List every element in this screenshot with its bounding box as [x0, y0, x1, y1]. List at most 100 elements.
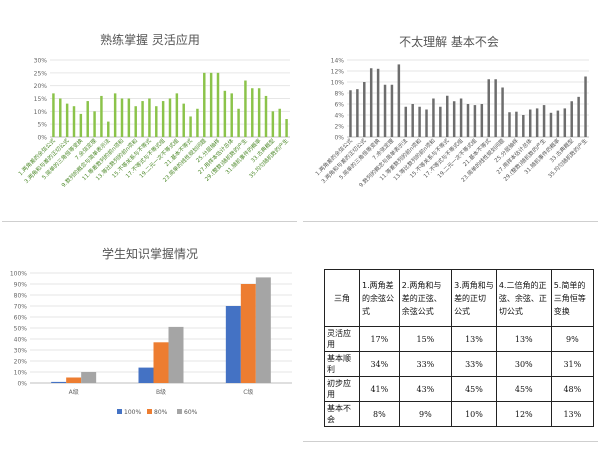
y-tick-label: 0% — [37, 135, 47, 142]
bar — [264, 95, 268, 137]
bar — [508, 112, 511, 137]
bar — [52, 93, 55, 137]
table-cell: 10% — [451, 401, 497, 427]
table-cell: 48% — [550, 376, 595, 402]
table-header-row: 三角 1.两角差的余弦公式 2.两角和与差的正弦、余弦公式 3.两角和与差的正切… — [324, 269, 595, 327]
bar — [563, 108, 567, 137]
legend-label: 100% — [124, 409, 141, 416]
bar — [86, 101, 89, 137]
bar — [397, 64, 401, 137]
table-row: 基本不会 8% 9% 10% 12% 13% — [324, 401, 595, 427]
bar — [556, 110, 560, 137]
divider-left-top — [2, 221, 297, 222]
table-cell: 17% — [359, 326, 400, 352]
bar — [363, 82, 366, 137]
bar — [577, 96, 580, 137]
bar — [223, 90, 227, 137]
bar — [515, 111, 518, 137]
table-cell: 8% — [359, 401, 400, 427]
bar — [225, 306, 241, 383]
table-cell: 41% — [359, 376, 400, 402]
bar — [404, 106, 408, 137]
y-tick-label: 6% — [334, 102, 344, 109]
y-tick-label: 80% — [14, 293, 28, 300]
chart-knowledge: 学生知识掌握情况 0% 10% 20% 30% 40% 50% 60% 70% 80% 90% 100… — [10, 246, 292, 416]
bar — [369, 68, 373, 137]
table-cell: 9% — [398, 401, 453, 427]
x-tick-label: C级 — [243, 388, 253, 396]
y-tick-label: 5% — [37, 122, 47, 129]
bar — [542, 105, 546, 137]
table-row: 初步应用 41% 43% 45% 45% 48% — [324, 376, 595, 402]
y-tick-label: 15% — [34, 96, 48, 103]
chart-title: 不太理解 基本不会 — [399, 34, 499, 49]
y-tick-label: 30% — [14, 348, 28, 355]
bar — [549, 112, 553, 137]
bar — [134, 106, 137, 137]
bar — [240, 284, 256, 383]
bar — [51, 381, 67, 383]
bar — [127, 98, 131, 137]
y-tick-label: 30% — [34, 58, 48, 65]
bar — [390, 84, 394, 137]
bar — [66, 377, 82, 383]
bar — [100, 95, 103, 137]
bar — [356, 89, 359, 137]
bar — [522, 115, 525, 137]
y-tick-label: 25% — [34, 70, 48, 77]
table-row: 灵活应用 17% 15% 13% 13% 9% — [324, 326, 595, 352]
chart-panel-mastery: 熟练掌握 灵活应用 0% 5% 10% 15% 20% 25% 30% 1.两角差的余弦公式 3.… — [2, 2, 297, 217]
bar — [425, 109, 428, 137]
y-tick-label: 20% — [34, 83, 48, 90]
y-tick-label: 10% — [14, 370, 28, 377]
legend-label: 80% — [154, 409, 168, 416]
bar — [257, 88, 261, 137]
row-label: 基本顺利 — [324, 351, 360, 377]
y-tick-label: 8% — [334, 91, 344, 98]
table-cell: 31% — [550, 351, 595, 377]
table-cell: 34% — [359, 351, 400, 377]
table-cell: 33% — [398, 351, 453, 377]
y-tick-label: 12% — [331, 69, 345, 76]
chart-mastery: 熟练掌握 灵活应用0%5%10%15%20%25%30%1.两角差的余弦公式3.… — [16, 32, 290, 189]
bar — [120, 98, 124, 137]
x-tick-label: A级 — [69, 388, 79, 396]
bar — [168, 326, 184, 383]
bar — [244, 80, 247, 137]
y-tick-label: 10% — [331, 80, 345, 87]
y-tick-label: 4% — [334, 113, 344, 120]
bar — [459, 98, 463, 137]
bar — [418, 106, 421, 137]
bar — [153, 342, 169, 383]
bar — [466, 104, 470, 137]
y-tick-label: 14% — [331, 58, 345, 65]
bar — [487, 79, 490, 137]
table-corner: 三角 — [324, 269, 360, 327]
row-label: 基本不会 — [324, 401, 360, 427]
table-cell: 45% — [495, 376, 552, 402]
bar — [209, 72, 213, 137]
table-cell: 45% — [451, 376, 497, 402]
table-cell: 15% — [398, 326, 453, 352]
bar — [113, 93, 117, 137]
bar — [93, 111, 96, 137]
knowledge-table: 三角 1.两角差的余弦公式 2.两角和与差的正弦、余弦公式 3.两角和与差的正切… — [324, 269, 595, 427]
legend-swatch — [117, 409, 122, 414]
bar — [411, 104, 414, 137]
bar — [528, 109, 532, 137]
bar — [230, 93, 233, 137]
bar — [473, 105, 477, 137]
bar — [107, 121, 110, 137]
bar — [494, 79, 497, 137]
y-tick-label: 2% — [334, 124, 344, 131]
bar — [182, 103, 185, 137]
chart-title: 熟练掌握 灵活应用 — [100, 32, 200, 47]
chart-not-understand: 不太理解 基本不会0%2%4%6%8%10%12%14%1.两角差的余弦公式3.… — [313, 34, 589, 189]
table-header-cell: 1.两角差的余弦公式 — [359, 269, 400, 327]
bar — [141, 101, 144, 137]
table-cell: 12% — [495, 401, 552, 427]
table-cell: 13% — [495, 326, 552, 352]
chart-title: 学生知识掌握情况 — [102, 246, 198, 261]
bar — [189, 116, 192, 137]
bar — [72, 106, 76, 137]
